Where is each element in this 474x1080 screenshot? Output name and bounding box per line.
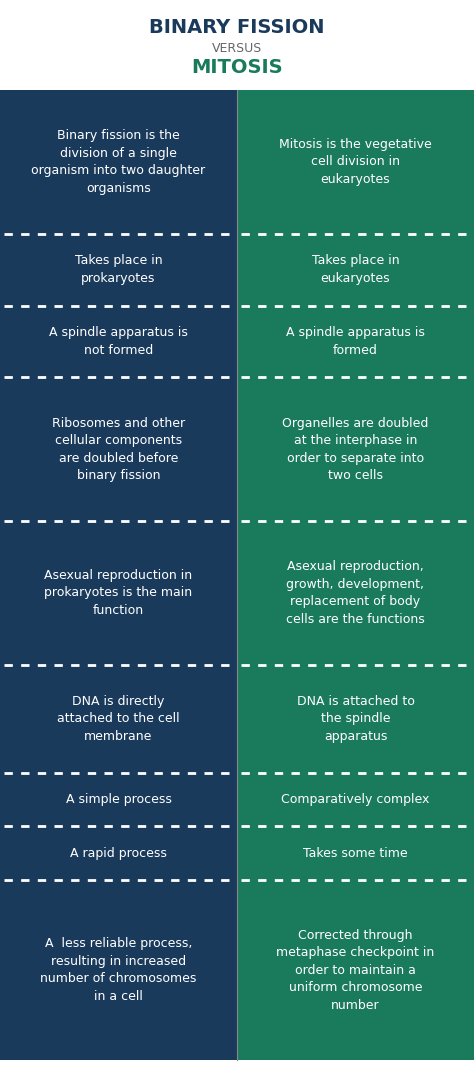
Bar (237, 772, 474, 826)
Bar (237, 377, 474, 522)
Text: Ribosomes and other
cellular components
are doubled before
binary fission: Ribosomes and other cellular components … (52, 417, 185, 482)
Text: Comparatively complex: Comparatively complex (281, 793, 430, 806)
Text: Asexual reproduction in
prokaryotes is the main
function: Asexual reproduction in prokaryotes is t… (45, 569, 192, 617)
Bar (237, 306, 474, 377)
Bar (0, 772, 237, 826)
Text: Takes some time: Takes some time (303, 847, 408, 860)
Text: Corrected through
metaphase checkpoint in
order to maintain a
uniform chromosome: Corrected through metaphase checkpoint i… (276, 929, 435, 1012)
Bar (0, 522, 237, 665)
Text: A  less reliable process,
resulting in increased
number of chromosomes
in a cell: A less reliable process, resulting in in… (40, 937, 197, 1003)
Bar (0, 665, 237, 772)
Bar (0, 90, 237, 233)
Text: Organelles are doubled
at the interphase in
order to separate into
two cells: Organelles are doubled at the interphase… (283, 417, 428, 482)
Text: MITOSIS: MITOSIS (191, 58, 283, 77)
Bar (237, 522, 474, 665)
Bar (0, 306, 237, 377)
Bar (237, 880, 474, 1059)
Text: VERSUS: VERSUS (212, 42, 262, 55)
Text: A rapid process: A rapid process (70, 847, 167, 860)
Text: Asexual reproduction,
growth, development,
replacement of body
cells are the fun: Asexual reproduction, growth, developmen… (286, 561, 425, 625)
Text: www.pediaa.com: www.pediaa.com (381, 1062, 470, 1072)
Bar (237, 665, 474, 772)
Text: Takes place in
prokaryotes: Takes place in prokaryotes (75, 255, 162, 285)
Bar (237, 90, 474, 233)
Text: BINARY FISSION: BINARY FISSION (149, 18, 325, 37)
Bar (0, 880, 237, 1059)
Bar (237, 233, 474, 306)
Text: A spindle apparatus is
not formed: A spindle apparatus is not formed (49, 326, 188, 356)
Text: Binary fission is the
division of a single
organism into two daughter
organisms: Binary fission is the division of a sing… (31, 130, 206, 194)
Bar (0, 233, 237, 306)
Text: Mitosis is the vegetative
cell division in
eukaryotes: Mitosis is the vegetative cell division … (279, 138, 432, 186)
Bar (0, 377, 237, 522)
Text: A simple process: A simple process (65, 793, 172, 806)
Text: Takes place in
eukaryotes: Takes place in eukaryotes (312, 255, 399, 285)
Text: DNA is directly
attached to the cell
membrane: DNA is directly attached to the cell mem… (57, 694, 180, 743)
Bar (0, 826, 237, 880)
Text: DNA is attached to
the spindle
apparatus: DNA is attached to the spindle apparatus (297, 694, 414, 743)
Bar (237, 826, 474, 880)
Text: A spindle apparatus is
formed: A spindle apparatus is formed (286, 326, 425, 356)
